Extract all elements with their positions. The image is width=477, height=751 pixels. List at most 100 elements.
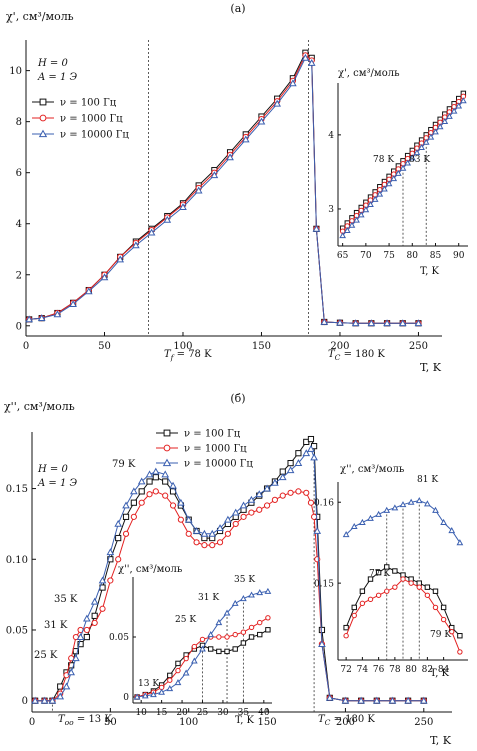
data-point bbox=[199, 645, 206, 652]
x-tick-label: 250 bbox=[414, 717, 433, 728]
data-point bbox=[256, 589, 264, 596]
data-point bbox=[271, 478, 279, 486]
annotation-text: H = 0 bbox=[37, 464, 68, 475]
data-point bbox=[350, 522, 358, 530]
x-tick-label: 80 bbox=[405, 665, 417, 675]
x-tick-label: 74 bbox=[357, 665, 369, 675]
data-point bbox=[375, 592, 382, 598]
data-point bbox=[152, 474, 159, 481]
x-tick-label: 0 bbox=[23, 341, 29, 352]
data-point bbox=[336, 318, 344, 326]
y-tick-label: 2 bbox=[16, 270, 22, 281]
data-point bbox=[146, 491, 153, 498]
data-point bbox=[383, 506, 391, 513]
data-point bbox=[359, 588, 366, 594]
data-point bbox=[224, 515, 232, 523]
data-point bbox=[216, 634, 222, 640]
y-tick-label: 0.05 bbox=[6, 625, 28, 636]
data-point bbox=[257, 631, 263, 638]
data-point bbox=[278, 473, 287, 481]
data-point bbox=[399, 164, 407, 171]
data-point bbox=[301, 53, 310, 61]
data-point bbox=[399, 501, 407, 508]
data-point bbox=[208, 529, 217, 537]
y-tick-label: 0 bbox=[16, 321, 22, 332]
data-point bbox=[240, 595, 247, 602]
data-point bbox=[307, 435, 315, 443]
series-line bbox=[35, 438, 424, 702]
data-point bbox=[286, 466, 295, 474]
x-tick-label: 70 bbox=[360, 251, 372, 261]
data-point bbox=[90, 597, 99, 605]
x-axis-label: T, K bbox=[420, 361, 442, 374]
data-point bbox=[391, 504, 399, 511]
legend: ν = 100 Гц ν = 1000 Гц ν = 10000 Гц bbox=[32, 98, 129, 141]
y-tick-label: 8 bbox=[16, 117, 22, 128]
data-point bbox=[257, 117, 266, 125]
data-point bbox=[151, 467, 160, 475]
data-point bbox=[343, 624, 349, 631]
data-point bbox=[351, 319, 360, 327]
data-point bbox=[381, 185, 388, 192]
annotation-text: 13 K bbox=[138, 679, 159, 689]
series-line bbox=[29, 54, 419, 324]
chart-a-inset: 65 70 75 80 85 90 3 4 χ', см³/моль T, K 78 K 83 K bbox=[328, 68, 468, 277]
chart-a-main: 0 50 100 150 200 250 0 2 4 6 8 10 χ', см³/моль T, K H … bbox=[6, 10, 442, 374]
annotation-text: 25 K bbox=[34, 650, 58, 661]
data-point bbox=[122, 530, 130, 537]
data-point bbox=[69, 300, 77, 307]
legend-marker bbox=[163, 429, 171, 437]
data-point bbox=[436, 123, 444, 130]
marker-label: Too = 13 K bbox=[58, 714, 112, 727]
data-point bbox=[376, 190, 384, 197]
legend-label: ν = 1000 Гц bbox=[184, 444, 247, 455]
data-point bbox=[422, 138, 430, 145]
data-point bbox=[295, 488, 302, 495]
data-point bbox=[62, 682, 71, 690]
data-point bbox=[122, 501, 130, 509]
data-point bbox=[310, 453, 318, 461]
data-point bbox=[367, 596, 374, 603]
data-point bbox=[83, 633, 90, 641]
data-point bbox=[440, 518, 448, 525]
annotation-text: 79 K bbox=[430, 630, 451, 640]
data-point bbox=[408, 580, 414, 586]
data-point bbox=[223, 609, 231, 616]
marker-label: TC = 180 K bbox=[328, 349, 385, 362]
x-tick-label: 20 bbox=[176, 708, 188, 718]
x-tick-label: 15 bbox=[156, 708, 168, 718]
annotation-text: 35 K bbox=[54, 594, 78, 605]
y-tick-label: 0.16 bbox=[314, 498, 334, 508]
data-point bbox=[287, 460, 294, 467]
data-point bbox=[310, 513, 318, 520]
data-point bbox=[407, 498, 415, 505]
data-point bbox=[150, 691, 157, 698]
legend-label: ν = 10000 Гц bbox=[60, 130, 129, 141]
annotation-text: A = 1 Э bbox=[37, 478, 77, 489]
data-point bbox=[224, 530, 231, 537]
x-axis-label: T, K bbox=[235, 715, 255, 726]
data-point bbox=[339, 232, 347, 239]
y-tick-label: 4 bbox=[16, 219, 22, 230]
data-point bbox=[318, 626, 326, 634]
y-axis-label: χ'', см³/моль bbox=[4, 400, 75, 413]
data-point bbox=[193, 539, 200, 546]
data-point bbox=[191, 643, 198, 650]
data-point bbox=[294, 459, 303, 467]
x-tick-label: 80 bbox=[407, 251, 419, 261]
data-point bbox=[146, 478, 153, 485]
data-point bbox=[312, 224, 321, 232]
data-point bbox=[457, 633, 463, 639]
data-point bbox=[404, 696, 412, 704]
x-tick-label: 25 bbox=[197, 708, 209, 718]
data-point bbox=[247, 495, 256, 503]
x-tick-label: 78 bbox=[389, 665, 401, 675]
data-point bbox=[342, 531, 350, 538]
data-point bbox=[263, 502, 271, 509]
data-point bbox=[414, 319, 423, 327]
data-point bbox=[459, 97, 467, 104]
x-axis-label: T, K bbox=[420, 266, 440, 277]
data-point bbox=[440, 604, 447, 611]
data-point bbox=[167, 677, 173, 683]
data-point bbox=[449, 628, 455, 635]
